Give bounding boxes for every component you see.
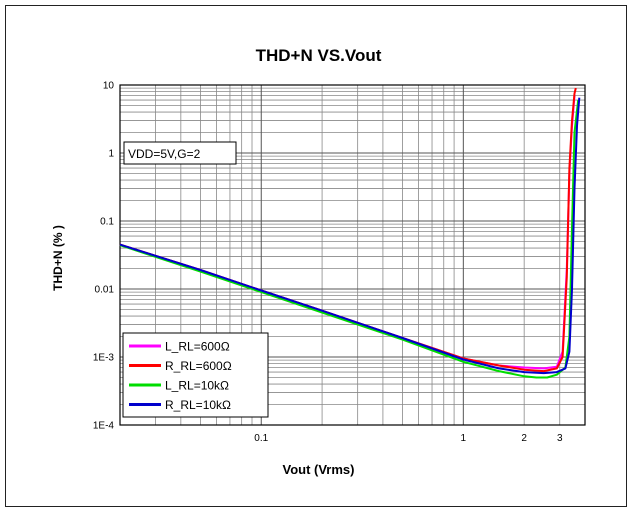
legend-label: L_RL=10kΩ: [165, 379, 229, 393]
series-line: [119, 95, 576, 370]
series-line: [119, 87, 577, 373]
x-tick-label: 3: [557, 433, 563, 444]
y-tick-label: 10: [103, 81, 115, 92]
chart-frame: [5, 5, 627, 507]
y-tick-label: 1E-3: [93, 353, 115, 364]
legend-label: R_RL=600Ω: [165, 359, 232, 373]
series-line: [119, 97, 581, 375]
annotation-text: VDD=5V,G=2: [128, 147, 201, 161]
chart-title: THD+N VS.Vout: [255, 46, 382, 65]
x-tick-label: 1: [461, 433, 467, 444]
x-tick-label: 0.1: [254, 433, 268, 444]
legend-label: R_RL=10kΩ: [165, 398, 231, 412]
y-tick-label: 0.01: [95, 285, 115, 296]
plot-border: [119, 84, 586, 426]
legend-label: L_RL=600Ω: [165, 340, 230, 354]
y-tick-label: 0.1: [100, 217, 114, 228]
y-tick-label: 1E-4: [93, 421, 115, 432]
annotation-box: VDD=5V,G=2: [123, 141, 237, 165]
annotation-frame: [123, 141, 237, 165]
x-tick-label: 2: [521, 433, 527, 444]
series-line: [119, 99, 580, 379]
y-tick-label: 1: [108, 149, 114, 160]
series-layer: [119, 87, 581, 379]
legend: L_RL=600Ω R_RL=600Ω L_RL=10kΩ R_RL=10kΩ: [122, 332, 269, 418]
x-axis-label: Vout (Vrms): [282, 462, 355, 477]
tick-labels: 0.1 1 2 3 10 1 0.1 0.01 1E-3 1E-4: [93, 81, 563, 445]
